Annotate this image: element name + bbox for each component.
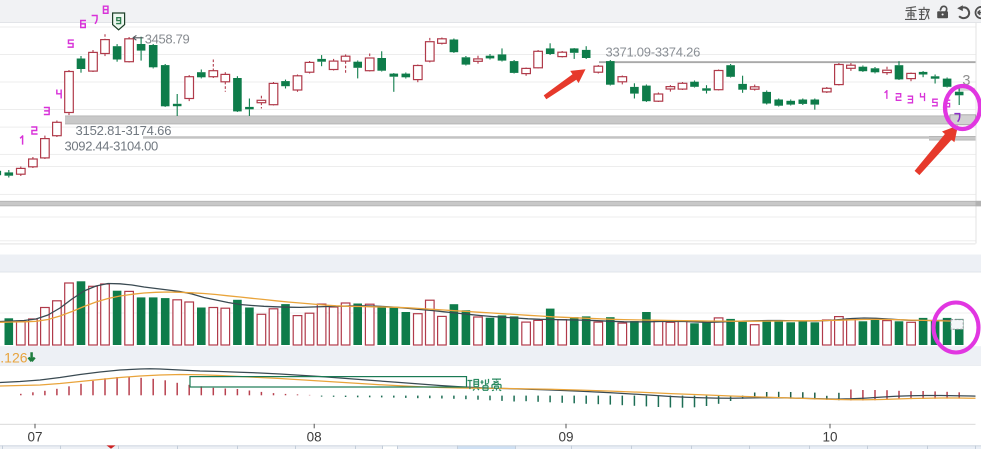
svg-text:4.126: 4.126	[0, 350, 28, 366]
svg-text:10: 10	[822, 430, 837, 445]
svg-text:3371.09-3374.26: 3371.09-3374.26	[606, 45, 701, 60]
svg-text:3152.81-3174.66: 3152.81-3174.66	[76, 123, 172, 138]
svg-text:3: 3	[962, 73, 970, 89]
svg-text:08: 08	[307, 430, 322, 445]
svg-text:3092.44-3104.00: 3092.44-3104.00	[65, 138, 158, 153]
svg-text:07: 07	[27, 430, 42, 445]
svg-text:3458.79: 3458.79	[145, 31, 190, 46]
svg-text:09: 09	[558, 430, 573, 445]
